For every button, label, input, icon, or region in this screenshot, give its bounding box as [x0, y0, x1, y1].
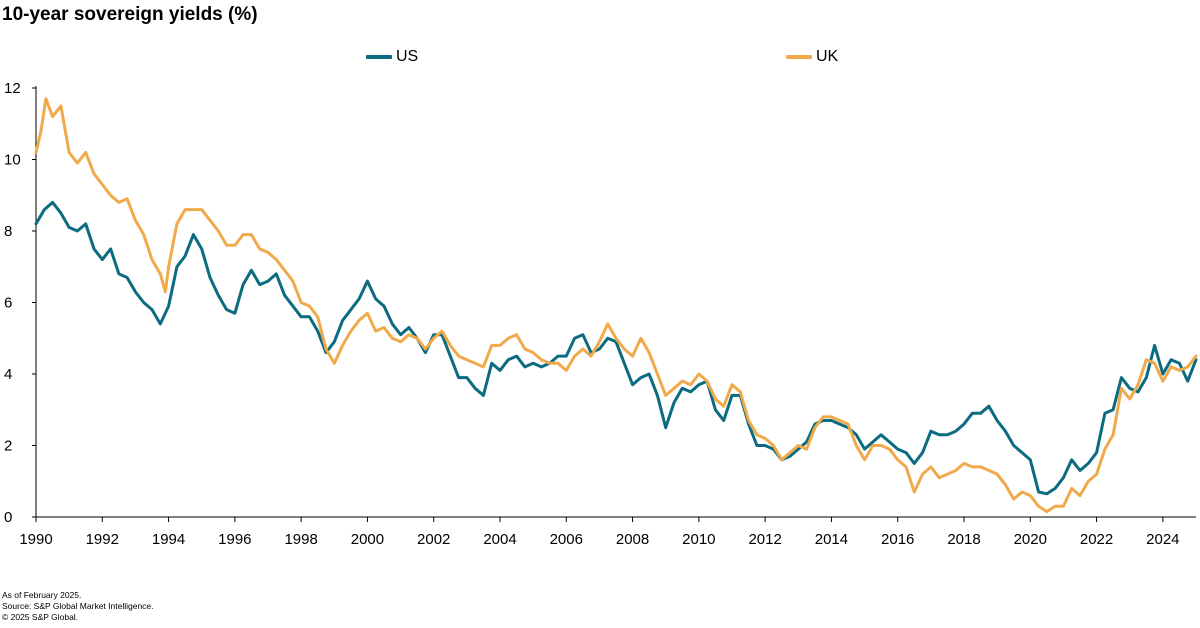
x-tick-label: 2002: [417, 531, 450, 548]
series-line-us: [34, 200, 1198, 496]
y-tick-label: 0: [4, 509, 12, 526]
yield-line-chart: 0 2 4 6 8 10 12 1990 1992 1994 1996 1998 2000 2002 200…: [4, 80, 1198, 548]
x-tick-label: 2000: [351, 531, 384, 548]
y-tick-label: 12: [4, 80, 21, 97]
x-tick-label: 2014: [815, 531, 848, 548]
y-tick-label: 2: [4, 438, 12, 455]
x-tick-label: 1996: [218, 531, 251, 548]
legend-item-uk: UK: [786, 48, 838, 66]
x-tick-label: 2006: [550, 531, 583, 548]
x-tick-label: 2024: [1146, 531, 1179, 548]
y-tick-label: 6: [4, 295, 12, 312]
chart-footnotes: As of February 2025. Source: S&P Global …: [2, 590, 154, 623]
x-tick-label: 2018: [947, 531, 980, 548]
x-tick-label: 2016: [881, 531, 914, 548]
copyright-note: © 2025 S&P Global.: [2, 612, 79, 622]
source-note: Source: S&P Global Market Intelligence.: [2, 601, 154, 611]
x-tick-label: 2022: [1080, 531, 1113, 548]
x-tick-label: 1992: [86, 531, 119, 548]
x-tick-label: 2012: [748, 531, 781, 548]
x-tick-label: 1990: [19, 531, 52, 548]
x-tick-label: 2004: [483, 531, 516, 548]
legend-item-us: US: [366, 48, 418, 66]
x-tick-label: 2010: [682, 531, 715, 548]
legend-label-us: US: [396, 48, 419, 65]
y-tick-label: 8: [4, 223, 12, 240]
x-tick-label: 1994: [152, 531, 185, 548]
legend-label-uk: UK: [816, 48, 839, 65]
x-tick-label: 2008: [616, 531, 649, 548]
x-tick-label: 2020: [1014, 531, 1047, 548]
series-line-uk: [34, 97, 1198, 514]
as-of-note: As of February 2025.: [2, 590, 82, 600]
chart-title: 10-year sovereign yields (%): [2, 4, 258, 25]
y-tick-label: 4: [4, 366, 12, 383]
legend-swatch-uk: [786, 55, 812, 59]
legend-swatch-us: [366, 55, 392, 59]
y-tick-label: 10: [4, 152, 21, 169]
x-tick-label: 1998: [284, 531, 317, 548]
